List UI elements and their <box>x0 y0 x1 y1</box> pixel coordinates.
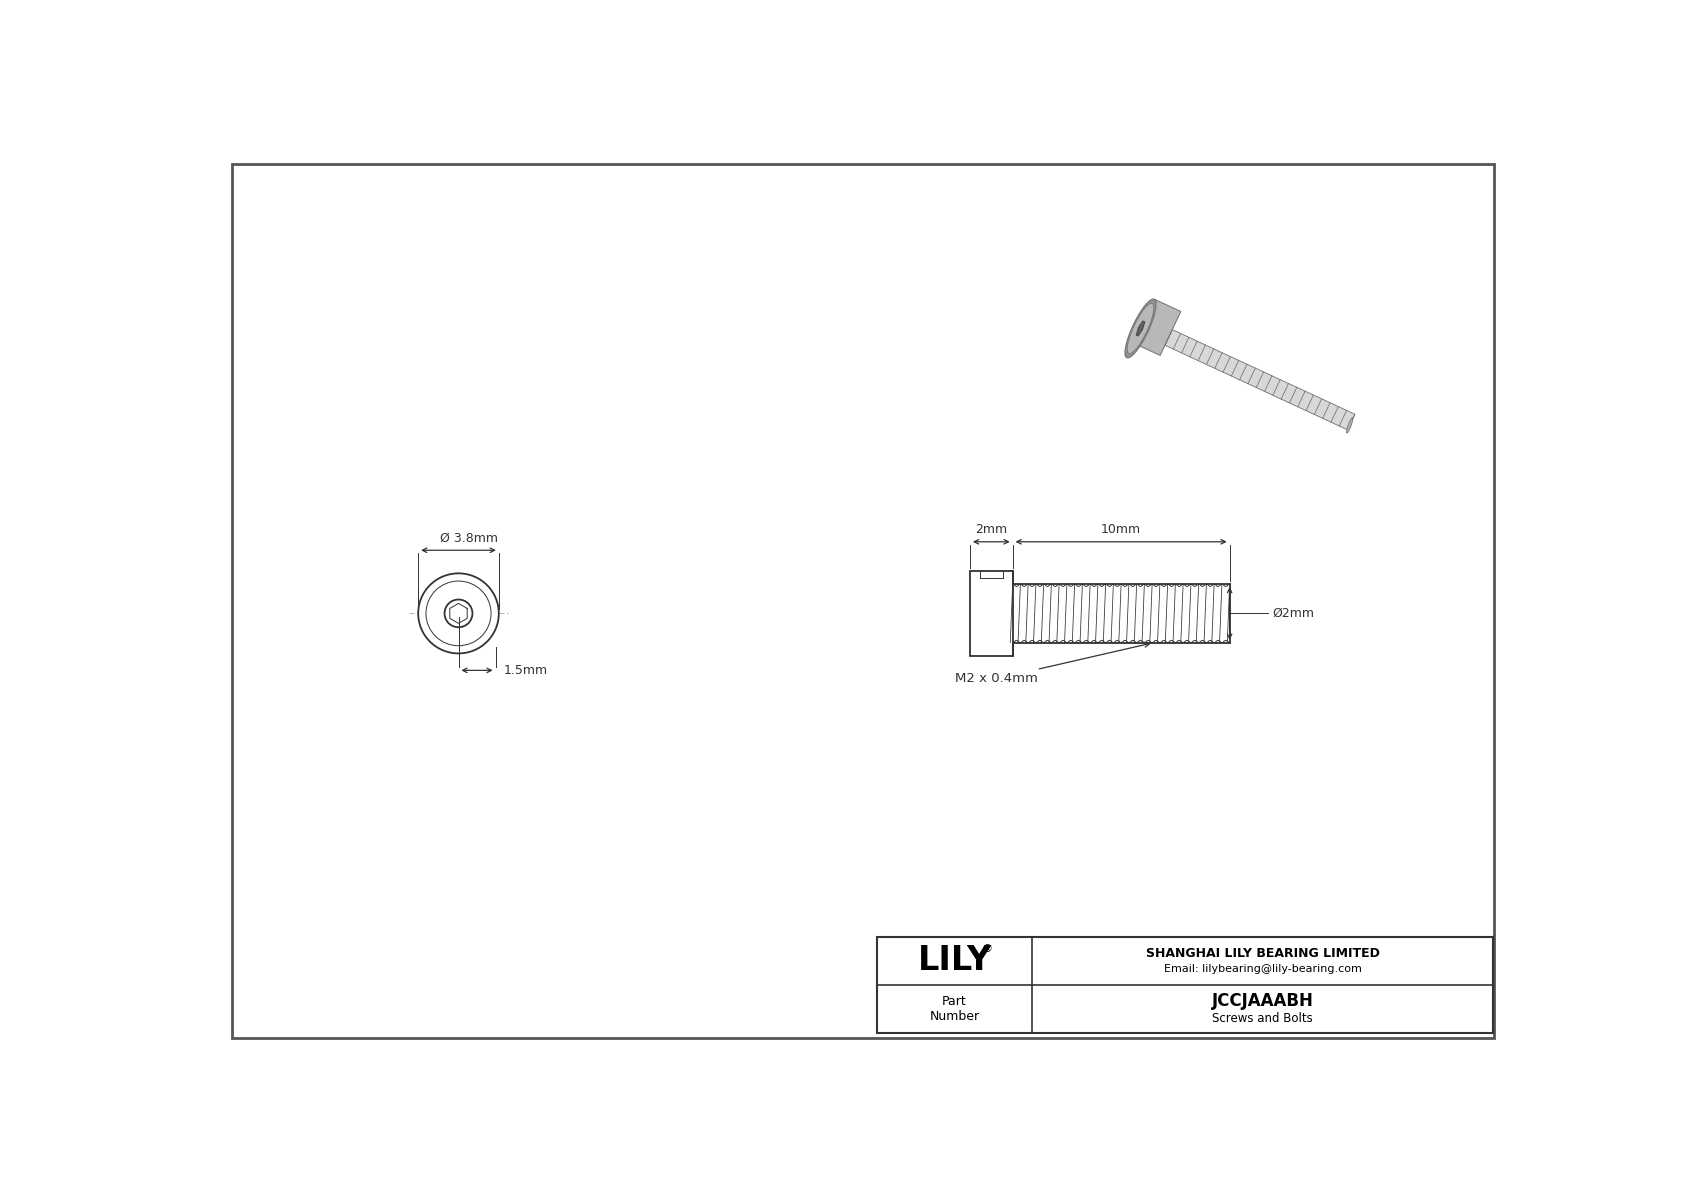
Polygon shape <box>1125 299 1157 358</box>
Text: Screws and Bolts: Screws and Bolts <box>1212 1011 1314 1024</box>
Text: Ø 3.8mm: Ø 3.8mm <box>440 532 497 544</box>
Polygon shape <box>1137 320 1145 336</box>
Text: 2mm: 2mm <box>975 523 1007 536</box>
Text: JCCJAAABH: JCCJAAABH <box>1211 991 1314 1010</box>
Polygon shape <box>1127 304 1154 354</box>
Text: SHANGHAI LILY BEARING LIMITED: SHANGHAI LILY BEARING LIMITED <box>1145 947 1379 960</box>
Text: 1.5mm: 1.5mm <box>504 663 547 676</box>
Bar <box>970 570 1012 656</box>
Text: M2 x 0.4mm: M2 x 0.4mm <box>955 642 1150 685</box>
Polygon shape <box>1133 299 1180 355</box>
Text: 10mm: 10mm <box>1101 523 1142 536</box>
Text: Email: lilybearing@lily-bearing.com: Email: lilybearing@lily-bearing.com <box>1164 964 1361 973</box>
Text: Part
Number: Part Number <box>930 994 980 1023</box>
Text: Ø2mm: Ø2mm <box>1271 607 1314 619</box>
Polygon shape <box>1347 418 1352 434</box>
Text: LILY: LILY <box>918 944 992 978</box>
Text: ®: ® <box>982 944 992 954</box>
Polygon shape <box>1165 330 1356 430</box>
Circle shape <box>418 573 498 654</box>
Circle shape <box>445 599 473 628</box>
Bar <box>877 937 1494 1033</box>
Circle shape <box>426 581 492 646</box>
